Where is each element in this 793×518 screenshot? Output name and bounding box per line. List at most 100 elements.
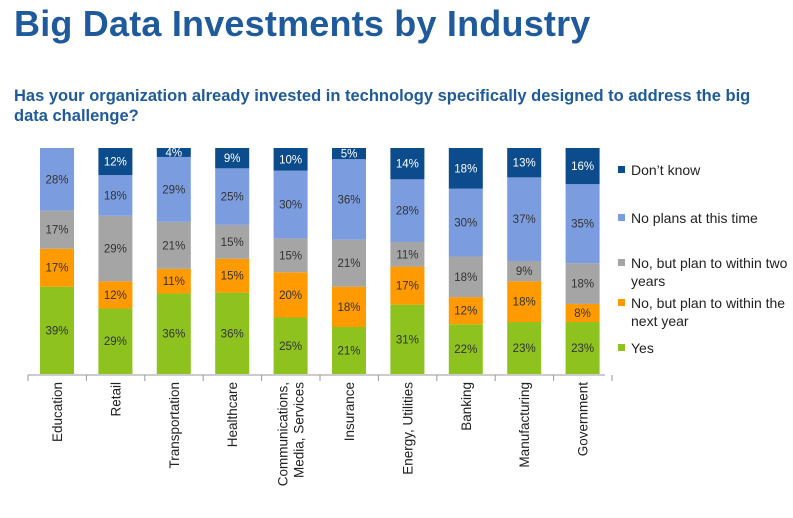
bar-segment-dont_know (98, 148, 133, 176)
data-label: 31% (396, 334, 419, 346)
legend-label: Yes (631, 340, 654, 356)
chart-subtitle: Has your organization already invested i… (14, 87, 751, 125)
bar-segment-two_years (332, 239, 366, 287)
category-label: Banking (459, 382, 474, 431)
legend-item-two_years: No, but plan to within two years (618, 254, 791, 290)
bar-segment-no_plans (390, 179, 425, 242)
bar-segment-next_year (565, 303, 600, 323)
legend-item-no_plans: No plans at this time (618, 209, 791, 227)
bar-segment-two_years (98, 215, 133, 282)
bar-segment-yes (448, 324, 483, 374)
bar-segment-next_year (273, 272, 308, 318)
legend-swatch (618, 214, 625, 221)
data-label: 29% (162, 184, 185, 196)
data-label: 12% (104, 290, 127, 302)
bar-segment-two_years (156, 221, 191, 269)
legend-item-yes: Yes (618, 339, 791, 357)
bar-segment-yes (565, 322, 600, 374)
data-label: 13% (513, 158, 536, 170)
bar-segment-two_years (448, 256, 483, 298)
data-label: 14% (396, 159, 419, 171)
chart-title: Big Data Investments by Industry (14, 3, 591, 44)
legend-swatch (618, 166, 625, 173)
bar-segment-no_plans (40, 148, 74, 211)
data-label: 36% (221, 328, 244, 340)
data-label: 23% (571, 343, 594, 355)
legend-label: Don’t know (631, 162, 701, 178)
bar-segment-no_plans (156, 156, 191, 222)
category-label: Retail (108, 382, 123, 417)
category-label: Energy, Utilities (400, 382, 415, 475)
data-label: 16% (571, 161, 594, 173)
bar-segment-no_plans (98, 175, 133, 216)
bar-segment-two_years (390, 241, 425, 267)
bar-segment-yes (40, 286, 74, 374)
data-label: 11% (163, 276, 185, 288)
category-label: Transportation (167, 382, 182, 469)
data-label: 22% (454, 344, 477, 356)
category-label: Communications,Media, Services (276, 382, 307, 487)
data-label: 18% (513, 297, 536, 309)
data-label: 15% (279, 250, 302, 262)
data-label: 30% (454, 218, 477, 230)
bar-segment-yes (507, 322, 542, 374)
bar-segment-dont_know (215, 148, 250, 169)
category-label-line: Communications, (276, 382, 291, 486)
bar-segment-next_year (215, 258, 250, 293)
data-label: 15% (221, 271, 244, 283)
data-label: 17% (45, 263, 68, 275)
bar-segment-next_year (156, 268, 191, 294)
bar-segment-yes (156, 293, 191, 374)
bar-segment-dont_know (390, 148, 425, 180)
category-label: Government (576, 382, 591, 457)
category-label: Education (50, 382, 65, 442)
bar-segment-dont_know (448, 148, 483, 189)
category-label: Manufacturing (517, 382, 532, 468)
data-label: 18% (571, 279, 594, 291)
data-label: 36% (337, 194, 360, 206)
bar-segment-next_year (98, 281, 133, 309)
legend-swatch (618, 259, 625, 266)
data-label: 23% (513, 343, 536, 355)
bar-segment-no_plans (215, 168, 250, 225)
data-label: 8% (574, 308, 591, 320)
data-label: 36% (162, 329, 185, 341)
bar-segment-next_year (507, 281, 542, 323)
data-label: 25% (279, 341, 302, 353)
legend-label: No, but plan to within two years (631, 255, 788, 289)
bar-segment-no_plans (448, 188, 483, 257)
bar-segment-yes (273, 317, 308, 374)
bar-segment-two_years (215, 224, 250, 259)
data-label: 10% (279, 154, 302, 166)
data-label: 25% (221, 192, 244, 204)
bar-segment-no_plans (565, 184, 600, 264)
bar-segment-next_year (390, 266, 425, 305)
category-label-line: Media, Services (292, 382, 307, 478)
bar-segment-next_year (40, 248, 74, 287)
data-label: 4% (165, 147, 182, 159)
data-label: 21% (337, 258, 360, 270)
category-label: Insurance (342, 382, 357, 441)
legend-item-dont_know: Don’t know (618, 161, 791, 179)
bar-segment-dont_know (332, 148, 366, 160)
bar-segment-dont_know (507, 148, 542, 178)
legend-swatch (618, 344, 625, 351)
bar-segment-dont_know (565, 148, 600, 185)
data-label: 21% (162, 240, 185, 252)
data-label: 30% (279, 200, 302, 212)
data-label: 18% (104, 190, 127, 202)
data-label: 15% (221, 237, 244, 249)
data-label: 35% (571, 219, 594, 231)
data-label: 18% (337, 302, 360, 314)
data-label: 12% (104, 157, 127, 169)
data-label: 21% (337, 346, 360, 358)
data-label: 29% (104, 244, 127, 256)
data-label: 17% (45, 225, 68, 237)
bar-segment-no_plans (332, 159, 366, 240)
legend-item-next_year: No, but plan to within the next year (618, 294, 791, 330)
category-label: Healthcare (225, 382, 240, 447)
bar-segment-two_years (565, 263, 600, 304)
data-label: 20% (279, 290, 302, 302)
bar-segment-yes (98, 308, 133, 374)
legend-label: No plans at this time (631, 210, 758, 226)
